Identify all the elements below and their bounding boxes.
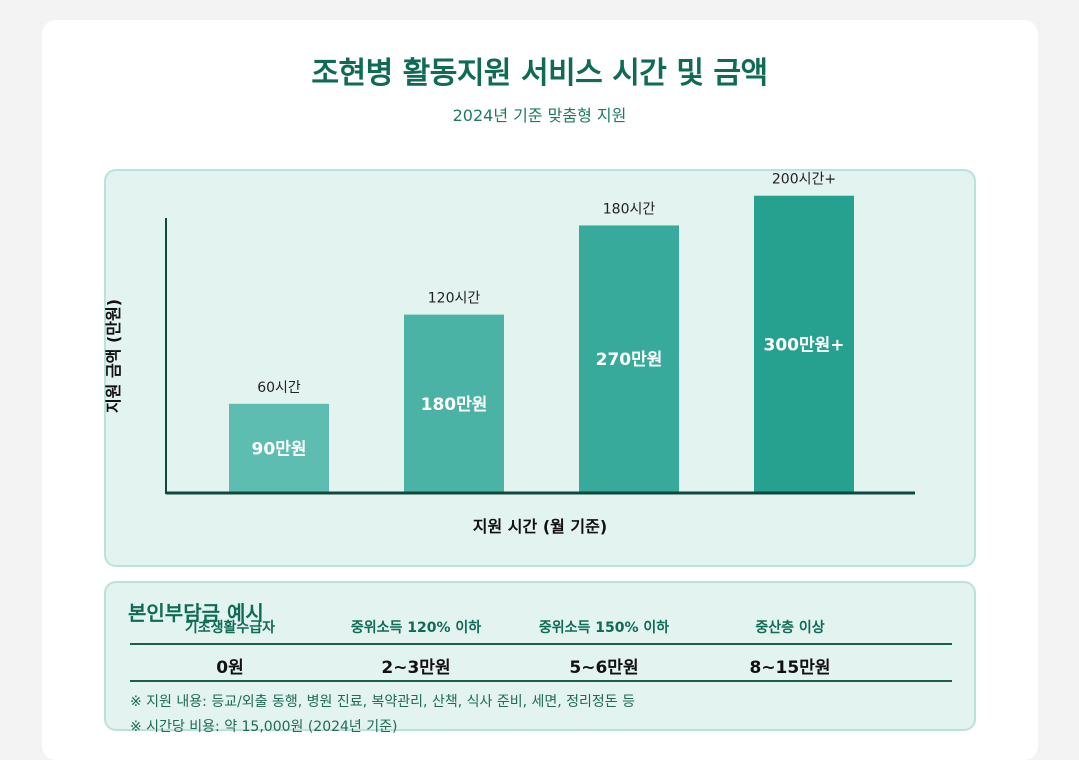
y-axis-label: 지원 금액 (만원) <box>104 298 123 414</box>
cost-panel <box>104 581 976 731</box>
bar-value-label-3: 270만원 <box>596 350 663 370</box>
category-label-1: 60시간 <box>257 380 301 396</box>
table-rule-top <box>130 643 952 645</box>
table-rule-bottom <box>130 680 952 682</box>
page-subtitle: 2024년 기준 맞춤형 지원 <box>452 106 627 125</box>
bar-2 <box>404 314 504 493</box>
bar-value-label-1: 90만원 <box>252 439 307 459</box>
bar-4 <box>754 195 854 493</box>
x-axis-label: 지원 시간 (월 기준) <box>472 517 608 536</box>
category-label-3: 180시간 <box>603 201 656 217</box>
page-title: 조현병 활동지원 서비스 시간 및 금액 <box>311 56 768 91</box>
cost-value-3: 5~6만원 <box>569 658 639 678</box>
category-label-4: 200시간+ <box>772 172 836 188</box>
cost-header-1: 기초생활수급자 <box>184 620 276 636</box>
category-label-2: 120시간 <box>428 291 481 307</box>
note-support-content: ※ 지원 내용: 등교/외출 동행, 병원 진료, 복약관리, 산책, 식사 준… <box>130 694 635 710</box>
bar-3 <box>579 225 679 494</box>
cost-header-2: 중위소득 120% 이하 <box>350 620 482 636</box>
cost-value-2: 2~3만원 <box>381 658 451 678</box>
cost-value-1: 0원 <box>216 658 244 678</box>
bar-value-label-2: 180만원 <box>421 395 488 415</box>
bar-1 <box>229 403 329 493</box>
bar-value-label-4: 300만원+ <box>763 335 844 355</box>
note-hourly-cost: ※ 시간당 비용: 약 15,000원 (2024년 기준) <box>130 719 398 735</box>
cost-table-title: 본인부담금 예시 <box>128 601 264 625</box>
cost-header-4: 중산층 이상 <box>755 620 825 636</box>
cost-value-4: 8~15만원 <box>749 658 831 678</box>
cost-header-3: 중위소득 150% 이하 <box>538 620 670 636</box>
